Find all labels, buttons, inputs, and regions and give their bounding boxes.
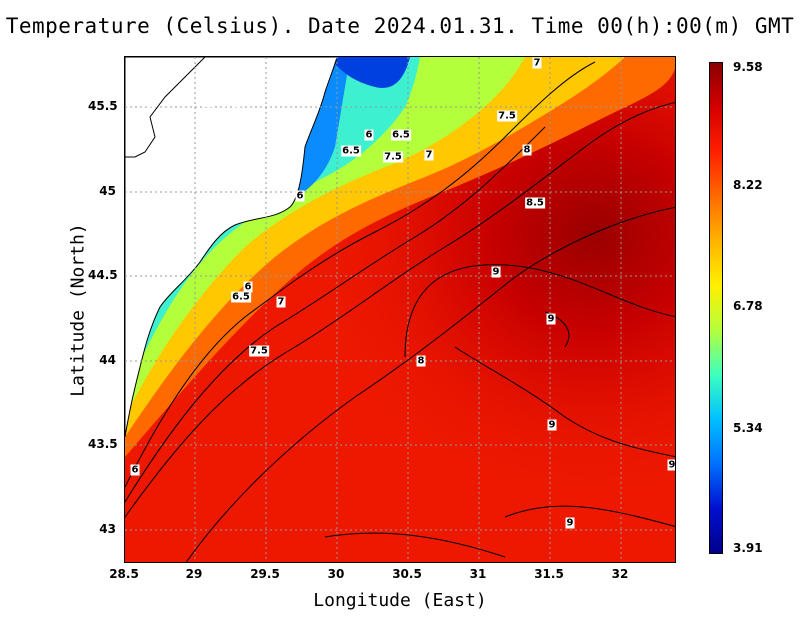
x-axis-title: Longitude (East) [313, 590, 487, 611]
contour-label: 9 [546, 313, 556, 325]
contour-label: 6.5 [341, 145, 361, 157]
map-title: Temperature (Celsius). Date 2024.01.31. … [5, 14, 795, 38]
x-tick-label: 29 [185, 567, 203, 581]
colorbar-label: 5.34 [733, 421, 763, 435]
colorbar [709, 62, 723, 554]
colorbar-label-max: 9.58 [733, 60, 763, 74]
contour-label: 9 [565, 517, 575, 529]
y-tick-label: 43.5 [88, 437, 118, 451]
contour-label: 8.5 [525, 197, 545, 209]
y-tick-label: 44 [99, 353, 116, 367]
contour-label: 6.5 [231, 291, 251, 303]
contour-label: 9 [491, 266, 501, 278]
contour-label: 6 [295, 190, 305, 202]
x-tick-label: 31.5 [534, 567, 564, 581]
x-tick-label: 31 [469, 567, 487, 581]
depth-label: Z = 2.5 m [145, 88, 277, 112]
contour-label: 9 [667, 459, 676, 471]
temperature-field [125, 57, 675, 562]
y-tick-label: 44.5 [88, 268, 118, 282]
contour-label: 8 [416, 355, 426, 367]
contour-label: 7.5 [383, 151, 403, 163]
contour-label: 8 [522, 144, 532, 156]
x-tick-label: 32 [611, 567, 629, 581]
y-tick-label: 43 [99, 522, 116, 536]
contour-label: 7 [424, 149, 434, 161]
contour-label: 6 [364, 129, 374, 141]
contour-label: 9 [547, 419, 557, 431]
colorbar-label: 6.78 [733, 299, 763, 313]
x-tick-label: 30.5 [392, 567, 422, 581]
contour-label: 6 [243, 281, 253, 293]
contour-label: 7.5 [497, 110, 517, 122]
contour-label: 6 [130, 464, 140, 476]
contour-label: 7 [532, 57, 542, 69]
contour-label: 7 [276, 296, 286, 308]
isotherms [125, 61, 675, 562]
x-tick-label: 29.5 [250, 567, 280, 581]
map-plot-area[interactable]: 7 7.5 6 6.5 7 6.5 7.5 8 8.5 6 9 6 6.5 7 … [124, 56, 676, 563]
contour-label: 6.5 [391, 129, 411, 141]
colorbar-label: 8.22 [733, 178, 763, 192]
y-tick-label: 45.5 [88, 99, 118, 113]
y-axis-title: Latitude (North) [67, 223, 89, 397]
x-tick-label: 30 [327, 567, 345, 581]
colorbar-label-min: 3.91 [733, 541, 763, 555]
y-tick-label: 45 [99, 184, 116, 198]
x-tick-label: 28.5 [109, 567, 139, 581]
contour-label: 7.5 [249, 345, 269, 357]
